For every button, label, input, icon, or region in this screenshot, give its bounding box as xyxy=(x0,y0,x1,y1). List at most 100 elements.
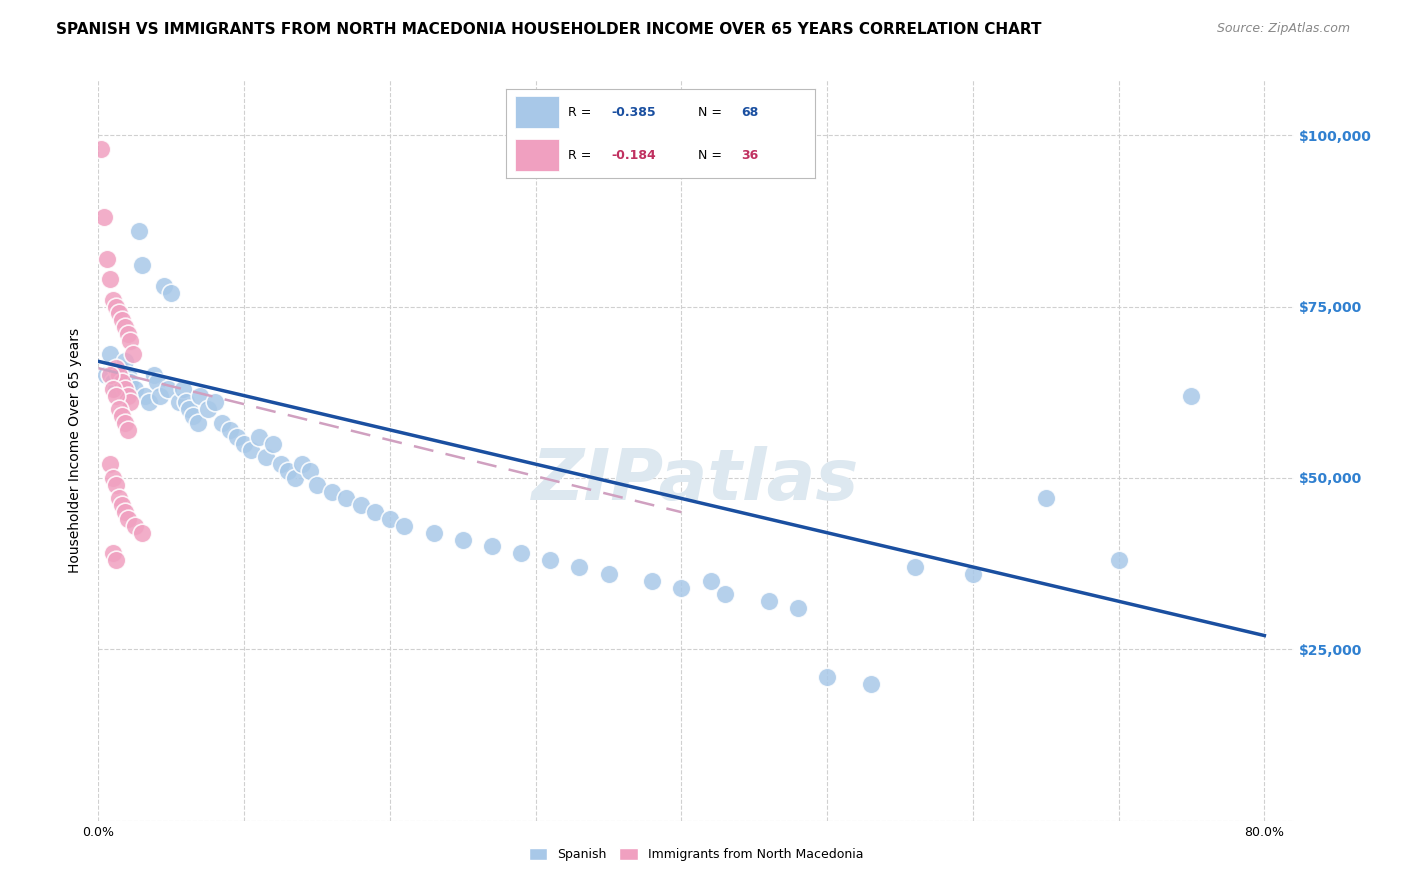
Point xyxy=(335,491,357,506)
Point xyxy=(142,368,165,382)
Text: SPANISH VS IMMIGRANTS FROM NORTH MACEDONIA HOUSEHOLDER INCOME OVER 65 YEARS CORR: SPANISH VS IMMIGRANTS FROM NORTH MACEDON… xyxy=(56,22,1042,37)
Point xyxy=(111,375,134,389)
Point xyxy=(134,389,156,403)
Point xyxy=(110,361,132,376)
Legend: Spanish, Immigrants from North Macedonia: Spanish, Immigrants from North Macedonia xyxy=(523,843,869,866)
Point xyxy=(364,505,387,519)
Point xyxy=(714,587,737,601)
Point xyxy=(117,368,139,382)
Point xyxy=(149,389,172,403)
Point xyxy=(114,320,136,334)
Point xyxy=(321,484,343,499)
Text: N =: N = xyxy=(697,106,725,119)
Point xyxy=(131,525,153,540)
Point xyxy=(186,416,208,430)
Point xyxy=(104,477,127,491)
Point xyxy=(787,601,810,615)
Point xyxy=(177,402,200,417)
Point xyxy=(422,525,444,540)
Point xyxy=(104,382,127,396)
Point xyxy=(1035,491,1057,506)
Point xyxy=(108,368,131,382)
Point xyxy=(108,306,131,320)
Point xyxy=(270,457,292,471)
Point xyxy=(120,375,142,389)
Point xyxy=(859,676,882,690)
Point xyxy=(98,457,121,471)
Point xyxy=(122,347,145,361)
Point xyxy=(114,354,136,368)
Text: ZIPatlas: ZIPatlas xyxy=(533,446,859,515)
Point xyxy=(101,375,124,389)
Point xyxy=(153,279,176,293)
Point xyxy=(305,477,328,491)
Point xyxy=(96,252,118,266)
Point xyxy=(98,272,121,286)
Point xyxy=(378,512,401,526)
Point xyxy=(641,574,664,588)
Point xyxy=(211,416,233,430)
Point xyxy=(291,457,314,471)
Point xyxy=(190,389,212,403)
Point xyxy=(111,313,134,327)
Point xyxy=(124,519,146,533)
Text: -0.385: -0.385 xyxy=(612,106,657,119)
Point xyxy=(394,519,416,533)
Point xyxy=(104,361,127,376)
Point xyxy=(114,505,136,519)
Point xyxy=(1108,553,1130,567)
Point xyxy=(240,443,263,458)
Point xyxy=(903,560,925,574)
Point xyxy=(233,436,256,450)
Text: 68: 68 xyxy=(741,106,758,119)
Point xyxy=(104,389,127,403)
Point xyxy=(98,347,121,361)
Point xyxy=(124,382,146,396)
Point xyxy=(671,581,693,595)
Point xyxy=(277,464,299,478)
Point xyxy=(174,395,197,409)
Y-axis label: Householder Income Over 65 years: Householder Income Over 65 years xyxy=(69,328,83,573)
Point xyxy=(1180,389,1202,403)
Point xyxy=(108,402,131,417)
Point xyxy=(114,382,136,396)
Point xyxy=(172,382,194,396)
Point xyxy=(117,389,139,403)
Point xyxy=(94,368,117,382)
Text: R =: R = xyxy=(568,106,595,119)
Text: N =: N = xyxy=(697,149,725,161)
Point xyxy=(218,423,240,437)
Point xyxy=(568,560,591,574)
Point xyxy=(538,553,561,567)
Bar xyxy=(516,96,558,128)
Point xyxy=(120,334,142,348)
Point xyxy=(93,211,115,225)
Bar xyxy=(516,139,558,171)
Point xyxy=(101,471,124,485)
Point xyxy=(101,382,124,396)
Text: -0.184: -0.184 xyxy=(612,149,657,161)
Point xyxy=(350,498,373,512)
Point xyxy=(598,566,620,581)
Point xyxy=(101,546,124,560)
Point xyxy=(114,416,136,430)
Point xyxy=(481,540,503,554)
Point xyxy=(104,300,127,314)
Point xyxy=(699,574,721,588)
Text: R =: R = xyxy=(568,149,595,161)
Point xyxy=(117,512,139,526)
Point xyxy=(284,471,307,485)
Point xyxy=(181,409,204,424)
Point xyxy=(247,430,270,444)
Point xyxy=(138,395,160,409)
Point xyxy=(197,402,219,417)
Point xyxy=(254,450,277,465)
Point xyxy=(131,259,153,273)
Point xyxy=(167,395,190,409)
Text: 36: 36 xyxy=(741,149,758,161)
Point xyxy=(262,436,284,450)
Point xyxy=(108,491,131,506)
Point xyxy=(758,594,780,608)
Point xyxy=(128,224,150,238)
Point xyxy=(101,293,124,307)
